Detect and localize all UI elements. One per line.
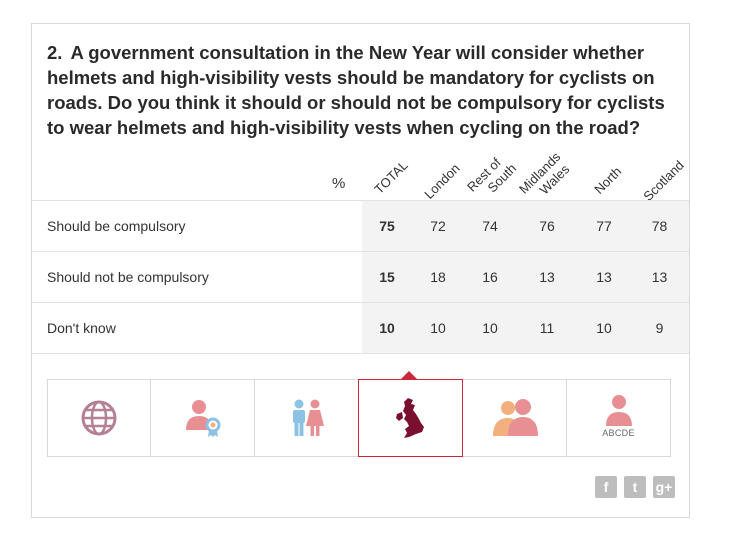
abcde-caption: ABCDE (602, 428, 635, 438)
column-header-london: London (421, 160, 463, 202)
row-label: Don't know (32, 302, 362, 354)
facebook-icon[interactable]: f (595, 476, 617, 498)
question-text: 2. A government consultation in the New Y… (47, 40, 677, 140)
table-row: Should be compulsory 75 72 74 76 77 78 (32, 200, 689, 252)
table-cell: 16 (464, 251, 516, 303)
percent-symbol: % (332, 175, 346, 192)
social-share: f t g+ (595, 476, 675, 498)
table-cell: 75 (362, 200, 412, 252)
table-cell: 18 (412, 251, 464, 303)
uk-map-icon (395, 398, 424, 438)
gender-icon (292, 399, 324, 436)
table-cell: 10 (362, 302, 412, 354)
poll-card: 2. A government consultation in the New Y… (31, 23, 690, 518)
column-header-total: TOTAL (371, 157, 411, 197)
person-abcde-icon (605, 395, 632, 426)
table-cell: 72 (412, 200, 464, 252)
results-table: Should be compulsory 75 72 74 76 77 78 S… (32, 200, 689, 354)
table-cell: 13 (630, 251, 689, 303)
table-cell: 76 (516, 200, 578, 252)
table-cell: 13 (516, 251, 578, 303)
table-row: Don't know 10 10 10 11 10 9 (32, 302, 689, 354)
globe-icon (81, 400, 117, 436)
column-header-rest-of-south: Rest of South (464, 154, 520, 196)
table-cell: 15 (362, 251, 412, 303)
breakdown-tabs: ABCDE (47, 371, 671, 457)
column-header-midlands-wales: Midlands Wales (516, 149, 573, 198)
tab-social-class[interactable]: ABCDE (567, 379, 671, 457)
tab-social-grade[interactable] (151, 379, 255, 457)
active-tab-caret (400, 371, 418, 380)
table-cell: 77 (578, 200, 630, 252)
column-header-scotland: Scotland (640, 157, 687, 204)
table-cell: 9 (630, 302, 689, 354)
tab-gender[interactable] (255, 379, 359, 457)
row-label: Should be compulsory (32, 200, 362, 252)
table-cell: 13 (578, 251, 630, 303)
person-award-icon (185, 400, 220, 437)
people-age-icon (492, 399, 538, 436)
row-label: Should not be compulsory (32, 251, 362, 303)
table-cell: 10 (464, 302, 516, 354)
tab-age[interactable] (463, 379, 567, 457)
column-header-north: North (591, 163, 625, 197)
table-cell: 10 (578, 302, 630, 354)
tab-global[interactable] (47, 379, 151, 457)
tab-region[interactable] (358, 371, 463, 457)
table-cell: 74 (464, 200, 516, 252)
question-number: 2. (47, 42, 63, 63)
twitter-icon[interactable]: t (624, 476, 646, 498)
table-cell: 11 (516, 302, 578, 354)
google-plus-icon[interactable]: g+ (653, 476, 675, 498)
table-row: Should not be compulsory 15 18 16 13 13 … (32, 251, 689, 303)
table-cell: 78 (630, 200, 689, 252)
table-cell: 10 (412, 302, 464, 354)
question-body: A government consultation in the New Yea… (47, 42, 665, 138)
